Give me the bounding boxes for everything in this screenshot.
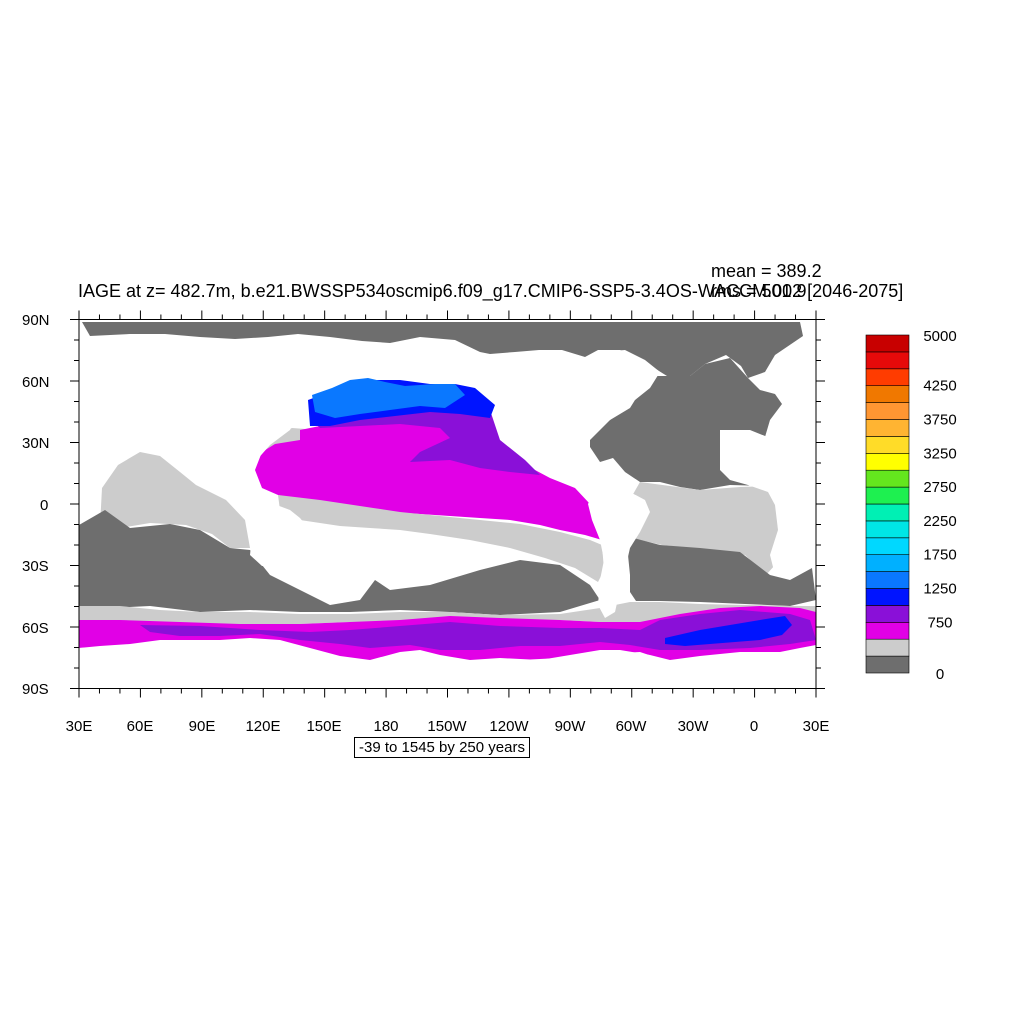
south-america xyxy=(588,485,650,618)
colorbar-swatch xyxy=(865,334,910,353)
mean-label: mean = 389.2 xyxy=(711,261,822,281)
colorbar-swatch xyxy=(865,571,910,589)
colorbar-swatch xyxy=(865,368,910,386)
colorbar-label: 2250 xyxy=(923,513,956,530)
y-tick-label: 0 xyxy=(40,497,48,514)
x-tick-label: 180 xyxy=(373,718,398,735)
pacific-purple xyxy=(310,404,540,475)
southern-light-band xyxy=(79,602,816,624)
contour-range-label: -39 to 1545 by 250 years xyxy=(354,737,530,758)
africa xyxy=(720,430,812,575)
y-tick-label: 60S xyxy=(22,620,49,637)
colorbar-labels: 0 750 1250 1750 2250 2750 3250 3750 4250 5000 xyxy=(923,328,956,683)
y-axis-labels: 90N 60N 30N 0 30S 60S 90S xyxy=(22,312,50,698)
colorbar-label: 5000 xyxy=(923,328,956,345)
colorbar-swatch xyxy=(865,655,910,674)
x-tick-label: 30E xyxy=(803,718,830,735)
equatorial-atlantic xyxy=(612,482,782,575)
x-tick-label: 60E xyxy=(127,718,154,735)
colorbar-label: 3250 xyxy=(923,445,956,462)
indian-ocean-tropical xyxy=(100,452,250,548)
axis-ticks xyxy=(70,310,825,698)
x-tick-label: 120W xyxy=(489,718,529,735)
x-tick-label: 150W xyxy=(427,718,467,735)
colorbar-swatch xyxy=(865,419,910,437)
x-axis-labels: 30E 60E 90E 120E 150E 180 150W 120W 90W … xyxy=(66,718,830,735)
stats-block: mean = 389.2 rms = 501.9 xyxy=(711,261,822,301)
y-tick-label: 90S xyxy=(22,681,49,698)
colorbar-swatch xyxy=(865,469,910,488)
x-tick-label: 120E xyxy=(245,718,280,735)
colorbar-label: 3750 xyxy=(923,412,956,429)
colorbar-swatch xyxy=(865,588,910,606)
colorbar-swatch xyxy=(865,486,910,505)
colorbar-label: 4250 xyxy=(923,378,956,395)
x-tick-label: 90W xyxy=(555,718,587,735)
antarctica xyxy=(79,640,816,688)
colorbar-swatch xyxy=(865,402,910,420)
weddell-blue xyxy=(665,616,792,646)
colorbar-swatch xyxy=(865,605,910,623)
plot-frame xyxy=(78,319,817,689)
colorbar-swatch xyxy=(865,621,910,640)
x-tick-label: 30W xyxy=(678,718,710,735)
asia-land xyxy=(79,340,310,490)
plot-title: IAGE at z= 482.7m, b.e21.BWSSP534oscmip6… xyxy=(78,281,904,301)
indian-southern-ocean xyxy=(79,510,600,615)
pacific-lightblue xyxy=(312,378,465,418)
y-tick-label: 90N xyxy=(22,312,50,329)
australia xyxy=(250,504,320,576)
colorbar-swatch xyxy=(865,385,910,403)
y-tick-label: 30N xyxy=(22,435,50,452)
arctic-ocean xyxy=(82,322,803,378)
colorbar-swatch xyxy=(865,537,910,555)
x-tick-label: 90E xyxy=(189,718,216,735)
tropical-pacific-band xyxy=(278,495,604,582)
pacific-magenta xyxy=(255,418,602,540)
x-tick-label: 150E xyxy=(306,718,341,735)
colorbar-label: 1750 xyxy=(923,547,956,564)
colorbar-label: 750 xyxy=(927,614,952,631)
ocean-field xyxy=(79,319,816,688)
x-tick-label: 30E xyxy=(66,718,93,735)
colorbar-swatch xyxy=(865,351,910,370)
colorbar-label: 0 xyxy=(936,666,944,683)
x-tick-label: 60W xyxy=(616,718,648,735)
south-atlantic xyxy=(622,535,816,606)
colorbar-swatch xyxy=(865,452,910,471)
y-tick-label: 30S xyxy=(22,558,49,575)
colorbar-swatch xyxy=(865,503,910,522)
colorbar-swatch xyxy=(865,520,910,539)
x-tick-label: 0 xyxy=(750,718,758,735)
rms-label: rms = 501.9 xyxy=(711,281,807,301)
greenland xyxy=(595,350,660,400)
colorbar-swatch xyxy=(865,638,910,657)
y-tick-label: 60N xyxy=(22,374,50,391)
colorbar-label: 2750 xyxy=(923,479,956,496)
colorbar-swatch xyxy=(865,554,910,572)
colorbar-swatch xyxy=(865,436,910,454)
colorbar-label: 1250 xyxy=(923,581,956,598)
southern-purple xyxy=(140,610,816,650)
north-america xyxy=(480,354,620,482)
colorbar xyxy=(865,334,910,674)
